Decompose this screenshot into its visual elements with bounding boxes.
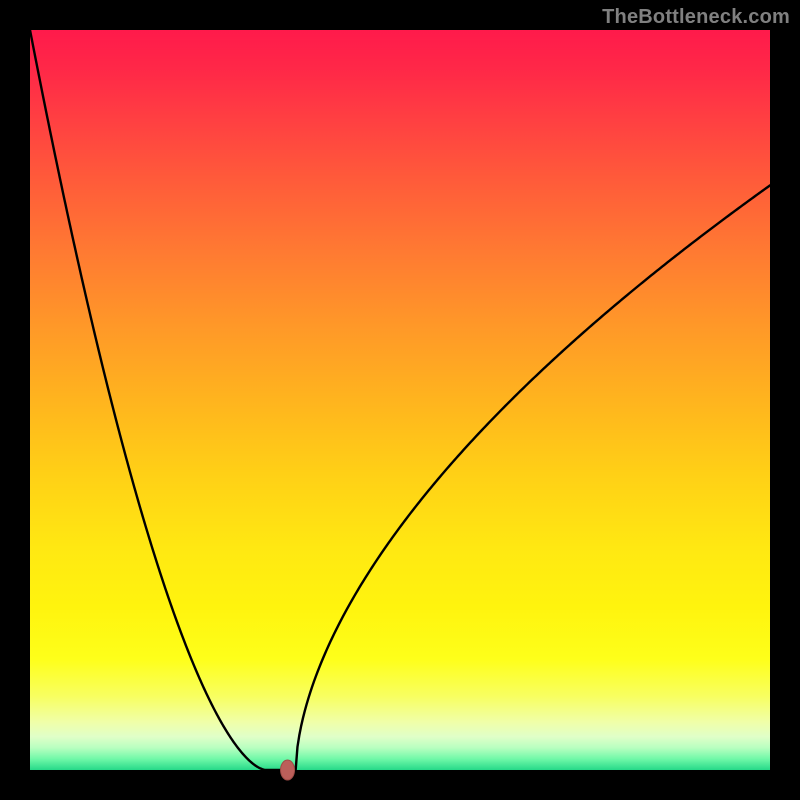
- plot-background: [30, 30, 770, 770]
- bottleneck-chart: [0, 0, 800, 800]
- watermark-text: TheBottleneck.com: [602, 6, 790, 29]
- optimal-point-marker: [281, 760, 295, 780]
